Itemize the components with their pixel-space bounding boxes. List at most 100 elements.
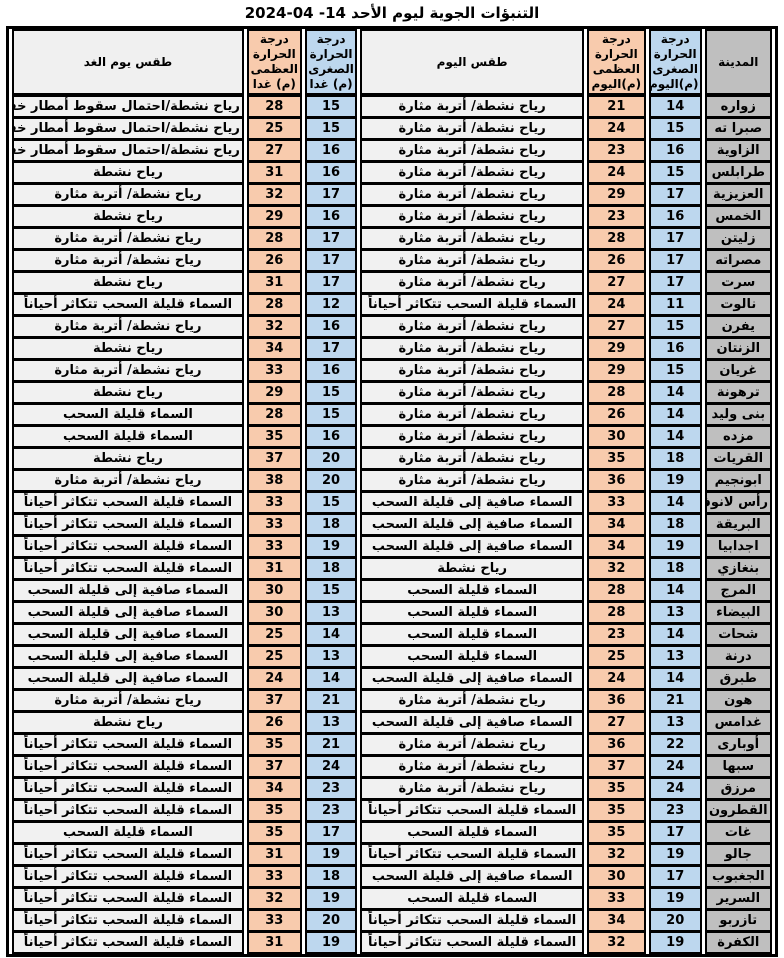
- cell-max-tomorrow: 29: [246, 206, 302, 228]
- cell-min-today: 18: [648, 448, 702, 470]
- cell-min-today: 17: [648, 228, 702, 250]
- cell-max-tomorrow: 25: [246, 646, 302, 668]
- cell-max-today: 26: [586, 404, 646, 426]
- cell-max-today: 33: [586, 492, 646, 514]
- cell-min-tomorrow: 19: [304, 844, 358, 866]
- cell-max-today: 24: [586, 668, 646, 690]
- cell-max-today: 23: [586, 140, 646, 162]
- cell-min-tomorrow: 15: [304, 580, 358, 602]
- cell-weather-today: السماء صافية إلى قليلة السحب: [360, 536, 584, 558]
- cell-weather-tomorrow: رياح نشطة: [12, 206, 244, 228]
- cell-weather-tomorrow: السماء قليلة السحب: [12, 404, 244, 426]
- cell-min-today: 16: [648, 338, 702, 360]
- cell-min-today: 19: [648, 888, 702, 910]
- cell-weather-tomorrow: رياح نشطة/احتمال سقوط أمطار خفيفة: [12, 118, 244, 140]
- cell-max-tomorrow: 33: [246, 910, 302, 932]
- cell-min-today: 17: [648, 184, 702, 206]
- cell-city: بنى وليد: [704, 404, 772, 426]
- cell-min-tomorrow: 23: [304, 800, 358, 822]
- cell-weather-today: السماء قليلة السحب: [360, 888, 584, 910]
- cell-min-today: 14: [648, 624, 702, 646]
- cell-max-today: 27: [586, 272, 646, 294]
- table-row: القريات 18 35 رياح نشطة/ أتربة مثارة 20 …: [12, 448, 772, 470]
- cell-max-tomorrow: 31: [246, 932, 302, 954]
- cell-min-tomorrow: 20: [304, 448, 358, 470]
- cell-min-today: 18: [648, 558, 702, 580]
- cell-min-tomorrow: 24: [304, 756, 358, 778]
- cell-weather-tomorrow: رياح نشطة/ أتربة مثارة: [12, 360, 244, 382]
- cell-weather-tomorrow: رياح نشطة: [12, 382, 244, 404]
- cell-city: نالوت: [704, 294, 772, 316]
- cell-min-tomorrow: 18: [304, 866, 358, 888]
- cell-weather-today: رياح نشطة/ أتربة مثارة: [360, 360, 584, 382]
- cell-min-today: 16: [648, 206, 702, 228]
- cell-max-today: 21: [586, 96, 646, 118]
- cell-city: سرت: [704, 272, 772, 294]
- col-header-city: المدينة: [704, 29, 772, 96]
- table-row: بنى وليد 14 26 رياح نشطة/ أتربة مثارة 15…: [12, 404, 772, 426]
- cell-weather-tomorrow: السماء قليلة السحب تتكاثر أحياناً: [12, 756, 244, 778]
- cell-min-today: 24: [648, 756, 702, 778]
- cell-min-tomorrow: 15: [304, 404, 358, 426]
- cell-weather-tomorrow: السماء قليلة السحب تتكاثر أحياناً: [12, 778, 244, 800]
- cell-max-tomorrow: 29: [246, 382, 302, 404]
- cell-min-today: 18: [648, 514, 702, 536]
- cell-city: غات: [704, 822, 772, 844]
- forecast-table: المدينة درجة الحرارة الصغرى (م)اليوم درج…: [6, 26, 778, 957]
- cell-max-today: 29: [586, 338, 646, 360]
- cell-city: القريات: [704, 448, 772, 470]
- cell-max-tomorrow: 32: [246, 888, 302, 910]
- cell-min-today: 14: [648, 404, 702, 426]
- cell-max-tomorrow: 26: [246, 712, 302, 734]
- cell-weather-tomorrow: السماء قليلة السحب تتكاثر أحياناً: [12, 888, 244, 910]
- cell-max-tomorrow: 31: [246, 162, 302, 184]
- cell-city: البيضاء: [704, 602, 772, 624]
- cell-max-tomorrow: 31: [246, 844, 302, 866]
- cell-max-today: 23: [586, 624, 646, 646]
- cell-max-today: 35: [586, 448, 646, 470]
- cell-city: يفرن: [704, 316, 772, 338]
- cell-max-today: 25: [586, 646, 646, 668]
- cell-city: مصراته: [704, 250, 772, 272]
- cell-weather-tomorrow: السماء قليلة السحب تتكاثر أحياناً: [12, 558, 244, 580]
- cell-max-tomorrow: 28: [246, 228, 302, 250]
- table-row: الكفرة 19 32 السماء قليلة السحب تتكاثر أ…: [12, 932, 772, 954]
- cell-max-tomorrow: 32: [246, 184, 302, 206]
- cell-weather-tomorrow: رياح نشطة/ أتربة مثارة: [12, 250, 244, 272]
- cell-min-tomorrow: 17: [304, 184, 358, 206]
- cell-weather-today: السماء قليلة السحب تتكاثر أحياناً: [360, 800, 584, 822]
- cell-weather-today: رياح نشطة/ أتربة مثارة: [360, 140, 584, 162]
- cell-max-tomorrow: 30: [246, 580, 302, 602]
- cell-max-tomorrow: 33: [246, 492, 302, 514]
- cell-weather-today: رياح نشطة/ أتربة مثارة: [360, 272, 584, 294]
- cell-min-tomorrow: 17: [304, 228, 358, 250]
- cell-max-today: 24: [586, 118, 646, 140]
- cell-min-today: 11: [648, 294, 702, 316]
- cell-weather-today: السماء قليلة السحب: [360, 646, 584, 668]
- cell-weather-today: رياح نشطة/ أتربة مثارة: [360, 448, 584, 470]
- cell-weather-today: رياح نشطة/ أتربة مثارة: [360, 404, 584, 426]
- cell-weather-tomorrow: السماء صافية إلى قليلة السحب: [12, 624, 244, 646]
- col-header-weather-today: طقس اليوم: [360, 29, 584, 96]
- cell-weather-today: السماء قليلة السحب تتكاثر أحياناً: [360, 932, 584, 954]
- cell-min-today: 17: [648, 866, 702, 888]
- cell-min-tomorrow: 19: [304, 888, 358, 910]
- cell-min-today: 17: [648, 250, 702, 272]
- cell-weather-tomorrow: السماء قليلة السحب تتكاثر أحياناً: [12, 514, 244, 536]
- cell-weather-tomorrow: السماء قليلة السحب تتكاثر أحياناً: [12, 294, 244, 316]
- cell-min-today: 23: [648, 800, 702, 822]
- cell-city: الزاوية: [704, 140, 772, 162]
- table-row: المرج 14 28 السماء قليلة السحب 15 30 الس…: [12, 580, 772, 602]
- cell-max-today: 32: [586, 932, 646, 954]
- cell-weather-tomorrow: رياح نشطة: [12, 162, 244, 184]
- cell-weather-today: السماء قليلة السحب: [360, 602, 584, 624]
- cell-weather-today: السماء قليلة السحب تتكاثر أحياناً: [360, 910, 584, 932]
- cell-city: شحات: [704, 624, 772, 646]
- cell-max-today: 29: [586, 184, 646, 206]
- cell-weather-today: السماء صافية إلى قليلة السحب: [360, 712, 584, 734]
- table-row: البريقة 18 34 السماء صافية إلى قليلة الس…: [12, 514, 772, 536]
- cell-city: سبها: [704, 756, 772, 778]
- cell-max-tomorrow: 31: [246, 272, 302, 294]
- table-row: يفرن 15 27 رياح نشطة/ أتربة مثارة 16 32 …: [12, 316, 772, 338]
- col-header-weather-tomorrow: طقس يوم الغد: [12, 29, 244, 96]
